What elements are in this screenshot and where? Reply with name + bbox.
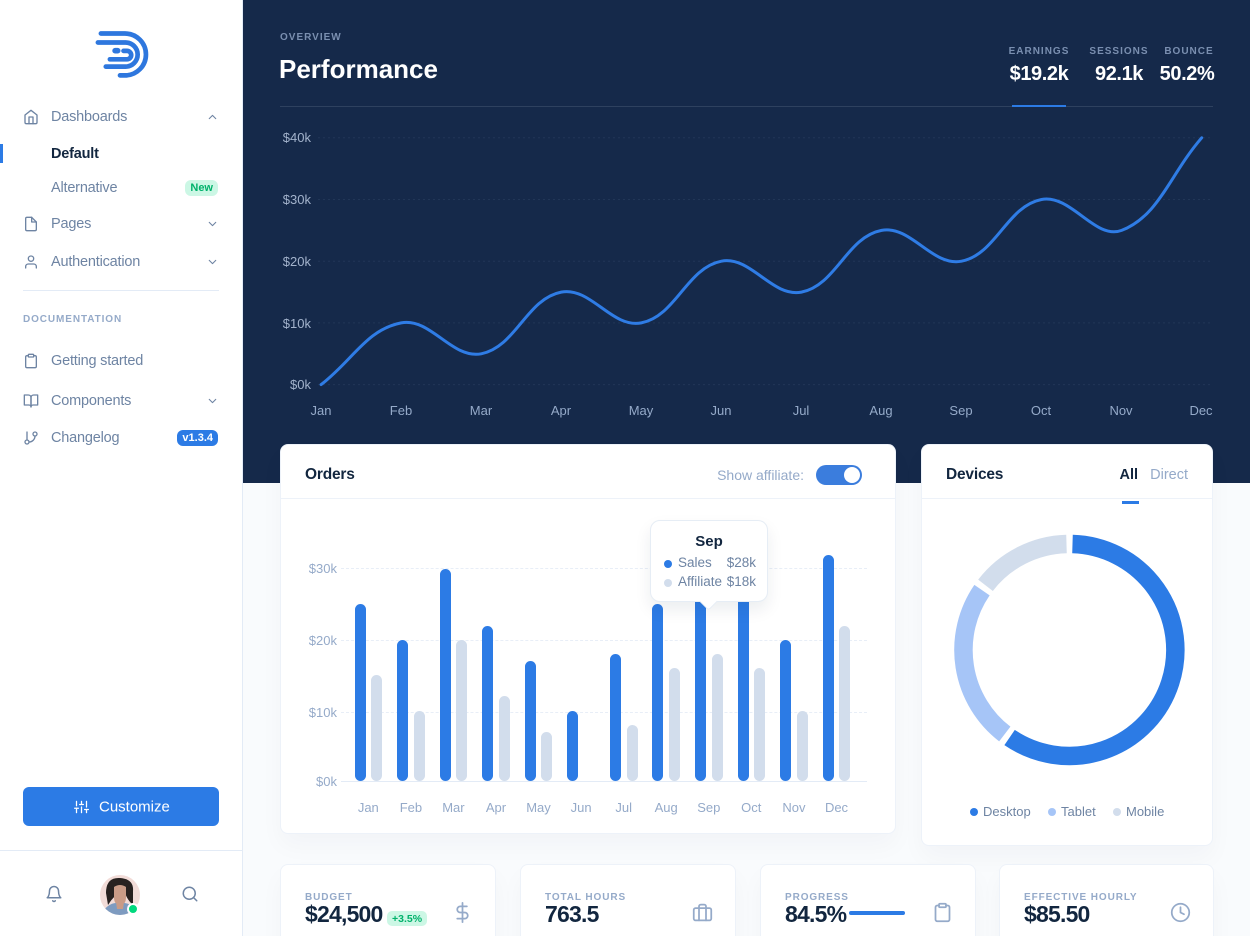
svg-text:Jun: Jun <box>711 403 732 418</box>
svg-text:Aug: Aug <box>869 403 892 418</box>
svg-text:$30k: $30k <box>283 192 312 207</box>
svg-text:Nov: Nov <box>1109 403 1133 418</box>
svg-text:Feb: Feb <box>390 403 412 418</box>
svg-text:$0k: $0k <box>290 377 311 392</box>
svg-text:May: May <box>629 403 654 418</box>
svg-text:$10k: $10k <box>283 316 312 331</box>
svg-text:Sep: Sep <box>949 403 972 418</box>
svg-text:$20k: $20k <box>283 254 312 269</box>
svg-text:Oct: Oct <box>1031 403 1052 418</box>
svg-text:Jul: Jul <box>793 403 810 418</box>
svg-text:Dec: Dec <box>1189 403 1213 418</box>
svg-text:Mar: Mar <box>470 403 493 418</box>
svg-text:$40k: $40k <box>283 130 312 145</box>
svg-text:Apr: Apr <box>551 403 572 418</box>
svg-text:Jan: Jan <box>311 403 332 418</box>
